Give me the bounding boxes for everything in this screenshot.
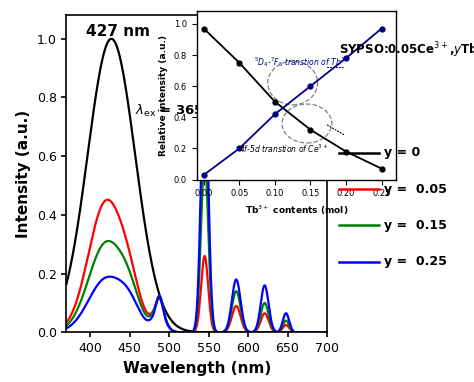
Text: SYPSO:0.05Ce$^{3+}$,$y$Tb$^{3+}$: SYPSO:0.05Ce$^{3+}$,$y$Tb$^{3+}$ (339, 40, 474, 60)
Text: y =  0.25: y = 0.25 (384, 255, 447, 268)
Y-axis label: Intensity (a.u.): Intensity (a.u.) (16, 110, 31, 238)
X-axis label: Tb$^{3+}$ contents (mol): Tb$^{3+}$ contents (mol) (245, 204, 348, 217)
Text: 4f-5d transtion of Ce$^{3+}$: 4f-5d transtion of Ce$^{3+}$ (239, 143, 328, 155)
Text: y =  0.05: y = 0.05 (384, 183, 447, 196)
Text: y = 0: y = 0 (384, 146, 420, 159)
Text: 427 nm: 427 nm (86, 24, 150, 39)
Text: $\lambda_{\mathrm{ex}}$ = 365 nm: $\lambda_{\mathrm{ex}}$ = 365 nm (135, 103, 232, 119)
Text: $^5D_4$-$^7F_5$ transtion of Tb$^{3+}$: $^5D_4$-$^7F_5$ transtion of Tb$^{3+}$ (254, 55, 350, 70)
Y-axis label: Relative intensity (a.u.): Relative intensity (a.u.) (159, 35, 168, 156)
X-axis label: Wavelength (nm): Wavelength (nm) (123, 361, 271, 376)
Text: y =  0.15: y = 0.15 (384, 219, 447, 232)
